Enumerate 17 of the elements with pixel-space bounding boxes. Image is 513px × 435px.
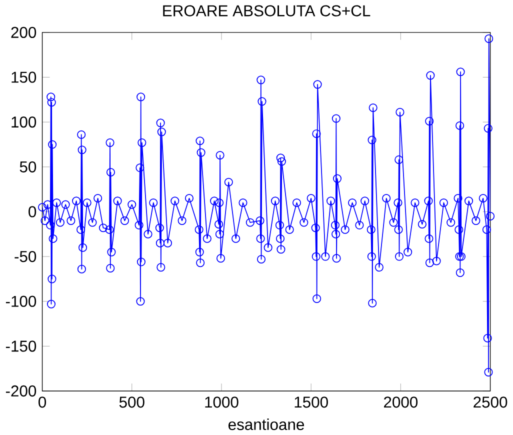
- y-tick-label: 0: [28, 206, 36, 218]
- chart-title: EROARE ABSOLUTA CS+CL: [163, 5, 370, 16]
- x-tick-label: 1500: [294, 396, 328, 408]
- x-tick-label: 2000: [384, 396, 418, 408]
- y-tick-label: -150: [6, 340, 36, 352]
- x-axis-title: esantioane: [228, 418, 304, 430]
- x-tick-label: 2500: [474, 396, 508, 408]
- x-tick-label: 0: [38, 396, 46, 408]
- x-tick-label: 1000: [205, 396, 238, 408]
- y-tick-label: 200: [11, 26, 36, 38]
- y-tick-label: 100: [12, 116, 36, 128]
- x-tick-label: 500: [119, 396, 144, 408]
- y-tick-label: -200: [6, 385, 36, 396]
- y-tick-label: 50: [20, 161, 36, 172]
- y-tick-label: -50: [14, 250, 36, 262]
- y-tick-label: 150: [12, 72, 36, 83]
- y-tick-label: -100: [6, 296, 36, 307]
